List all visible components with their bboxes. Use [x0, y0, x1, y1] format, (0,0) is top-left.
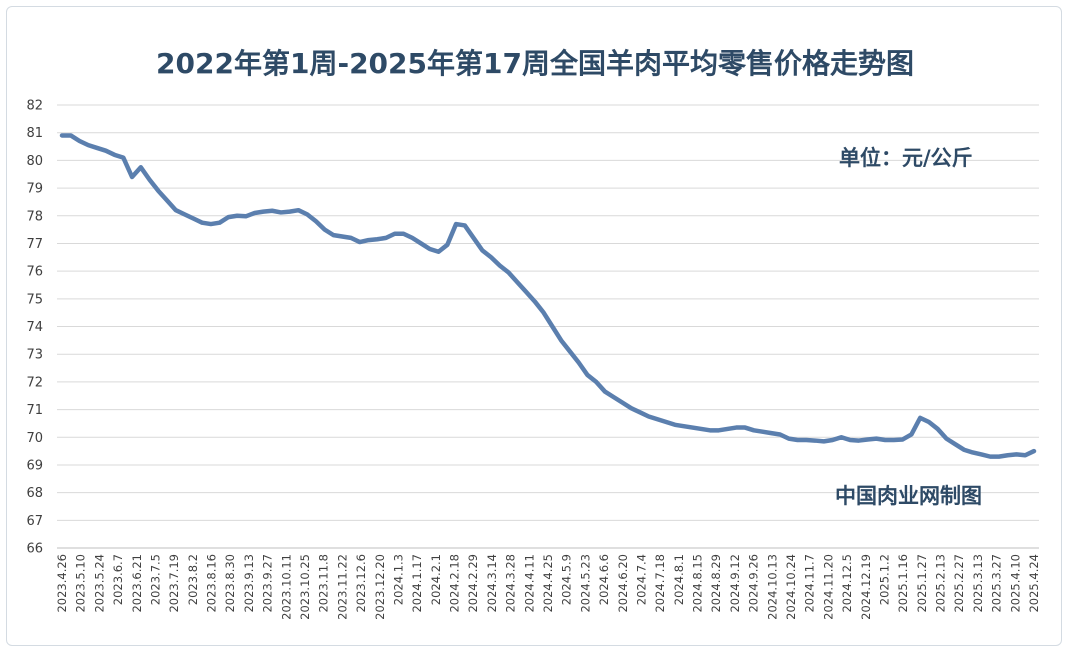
- x-tick-label: 2023.8.30: [223, 554, 237, 613]
- x-tick-label: 2024.9.26: [747, 554, 761, 613]
- x-tick-label: 2024.7.18: [653, 554, 667, 613]
- x-tick-label: 2024.1.17: [410, 554, 424, 613]
- x-tick-label: 2025.2.13: [934, 554, 948, 613]
- y-tick-label: 67: [26, 514, 43, 529]
- y-tick-label: 79: [26, 182, 43, 197]
- x-tick-label: 2023.5.24: [92, 554, 106, 613]
- x-tick-label: 2025.1.16: [896, 554, 910, 613]
- y-tick-label: 69: [26, 458, 43, 473]
- y-tick-label: 81: [26, 126, 43, 141]
- unit-label: 单位：元/公斤: [839, 146, 973, 170]
- x-tick-label: 2024.3.14: [485, 554, 499, 613]
- y-axis-ticks: 82 81 80 79 78 77 76 75 74 73 72 71 70 69 68 67 66: [26, 99, 43, 557]
- x-tick-label: 2023.12.6: [354, 554, 368, 613]
- x-tick-label: 2025.2.27: [952, 554, 966, 613]
- x-tick-label: 2023.11.22: [335, 554, 349, 620]
- source-label: 中国肉业网制图: [835, 484, 982, 508]
- x-tick-label: 2025.4.24: [1027, 554, 1041, 613]
- y-tick-label: 70: [26, 431, 43, 446]
- x-tick-label: 2024.2.29: [466, 554, 480, 613]
- x-tick-label: 2025.3.27: [990, 554, 1004, 613]
- x-tick-label: 2023.9.13: [242, 554, 256, 613]
- x-tick-label: 2023.9.27: [261, 554, 275, 613]
- x-axis-ticks: 2023.4.26 2023.5.10 2023.5.24 2023.6.7 2023.…: [55, 554, 1041, 620]
- x-tick-label: 2024.5.9: [560, 554, 574, 605]
- y-tick-label: 77: [26, 237, 43, 252]
- x-tick-label: 2023.10.25: [298, 554, 312, 620]
- y-tick-label: 68: [26, 486, 43, 501]
- x-tick-label: 2023.10.11: [279, 554, 293, 620]
- x-tick-label: 2024.11.20: [821, 554, 835, 620]
- y-tick-label: 76: [26, 265, 43, 280]
- x-tick-label: 2023.6.7: [111, 554, 125, 605]
- price-series-line: [59, 133, 1037, 459]
- x-tick-label: 2024.2.18: [448, 554, 462, 613]
- x-tick-label: 2024.5.23: [578, 554, 592, 613]
- x-tick-label: 2025.1.2: [877, 554, 891, 605]
- y-tick-label: 82: [26, 99, 43, 114]
- x-tick-label: 2024.4.25: [541, 554, 555, 613]
- y-tick-label: 73: [26, 348, 43, 363]
- line-chart: 2022年第1周-2025年第17周全国羊肉平均零售价格走势图 82 81 80 79…: [26, 47, 1041, 620]
- y-tick-label: 74: [26, 320, 43, 335]
- x-tick-label: 2023.7.19: [167, 554, 181, 613]
- x-tick-label: 2023.7.5: [148, 554, 162, 605]
- x-tick-label: 2024.8.29: [709, 554, 723, 613]
- x-tick-label: 2024.9.12: [728, 554, 742, 613]
- chart-frame: 2022年第1周-2025年第17周全国羊肉平均零售价格走势图 82 81 80 79…: [6, 6, 1062, 646]
- x-tick-label: 2024.8.1: [672, 554, 686, 605]
- x-tick-label: 2024.11.7: [803, 554, 817, 613]
- y-tick-label: 66: [26, 542, 43, 557]
- x-tick-label: 2025.4.10: [1008, 554, 1022, 613]
- x-tick-label: 2024.3.28: [504, 554, 518, 613]
- x-tick-label: 2025.1.27: [915, 554, 929, 613]
- y-tick-label: 80: [26, 154, 43, 169]
- x-tick-label: 2024.6.20: [616, 554, 630, 613]
- series-layer: [59, 133, 1037, 459]
- x-tick-label: 2024.10.24: [784, 554, 798, 620]
- x-tick-label: 2024.12.19: [859, 554, 873, 620]
- x-tick-label: 2023.8.16: [205, 554, 219, 613]
- x-tick-label: 2024.8.15: [691, 554, 705, 613]
- x-tick-label: 2023.12.20: [373, 554, 387, 620]
- x-tick-label: 2024.1.3: [391, 554, 405, 605]
- grid-lines: [57, 104, 1039, 549]
- chart-title: 2022年第1周-2025年第17周全国羊肉平均零售价格走势图: [156, 47, 914, 80]
- x-tick-label: 2024.7.4: [634, 554, 648, 605]
- x-tick-label: 2025.3.13: [971, 554, 985, 613]
- x-tick-label: 2023.5.10: [74, 554, 88, 613]
- y-tick-label: 71: [26, 403, 43, 418]
- y-tick-label: 75: [26, 292, 43, 307]
- y-tick-label: 72: [26, 375, 43, 390]
- x-tick-label: 2023.11.8: [317, 554, 331, 613]
- x-tick-label: 2024.2.1: [429, 554, 443, 605]
- x-tick-label: 2023.6.21: [130, 554, 144, 613]
- x-tick-label: 2024.4.11: [522, 554, 536, 613]
- x-tick-label: 2023.8.2: [186, 554, 200, 605]
- x-tick-label: 2024.6.6: [597, 554, 611, 605]
- y-tick-label: 78: [26, 209, 43, 224]
- x-tick-label: 2024.10.13: [765, 554, 779, 620]
- x-tick-label: 2024.12.5: [840, 554, 854, 613]
- x-tick-label: 2023.4.26: [55, 554, 69, 613]
